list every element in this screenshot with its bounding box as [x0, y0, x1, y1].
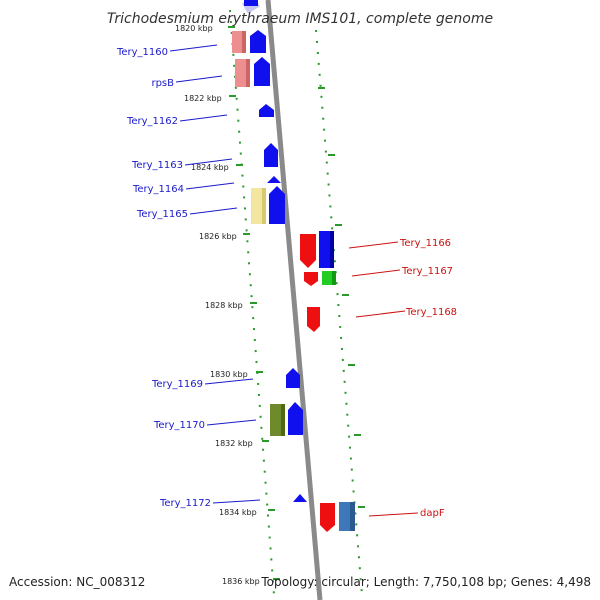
- scale-tick-label: 1826 kbp: [199, 232, 237, 241]
- gene-label-tery-1167: Tery_1167: [401, 266, 453, 277]
- forward-leaders: [169, 44, 261, 504]
- gene-label-tery-1169: Tery_1169: [151, 379, 203, 390]
- gene-arrow-forward: [259, 104, 274, 117]
- feature-box-shade: [330, 231, 334, 268]
- gene-arrow-forward: [250, 30, 266, 53]
- gene-label-dapf: dapF: [420, 508, 445, 519]
- gene-label-tery-1165: Tery_1165: [136, 209, 188, 220]
- feature-box-shade: [281, 404, 285, 436]
- scale-tick-label: 1834 kbp: [219, 508, 257, 517]
- scale-tick-label: 1828 kbp: [205, 301, 243, 310]
- gene-leader-line: [169, 44, 218, 52]
- reverse-leaders: [348, 241, 419, 517]
- scale-tick-label: 1830 kbp: [210, 370, 248, 379]
- gene-arrow-reverse: [304, 272, 318, 286]
- gene-leader-line: [184, 158, 233, 166]
- gene-label-rpsb: rpsB: [151, 78, 174, 89]
- gene-arrow-forward: [293, 494, 307, 502]
- genome-backbone: [265, 0, 323, 600]
- gene-label-tery-1164: Tery_1164: [132, 184, 184, 195]
- gene-arrow-forward: [288, 402, 303, 435]
- gene-label-tery-1162: Tery_1162: [126, 116, 178, 127]
- gene-leader-line: [175, 75, 223, 83]
- gene-leader-line: [348, 241, 399, 249]
- gene-leader-line: [185, 182, 235, 190]
- gene-arrow-forward: [254, 57, 270, 86]
- gene-label-tery-1163: Tery_1163: [131, 160, 183, 171]
- gene-leader-line: [351, 269, 401, 277]
- gene-arrow-reverse: [320, 503, 335, 532]
- genome-summary-text: Topology: circular; Length: 7,750,108 bp…: [260, 575, 591, 589]
- reverse-features: [300, 231, 355, 532]
- gene-arrow-forward: [264, 143, 278, 167]
- gene-arrow-forward: [286, 368, 300, 388]
- gene-leader-line: [206, 419, 257, 426]
- gene-leader-line: [368, 512, 419, 517]
- scale-ticks: [228, 26, 365, 580]
- gene-label-tery-1168: Tery_1168: [405, 307, 457, 318]
- gene-label-tery-1172: Tery_1172: [159, 498, 211, 509]
- gene-arrow-forward: [267, 176, 281, 183]
- map-title: Trichodesmium erythraeum IMS101, complet…: [107, 11, 493, 27]
- gene-label-tery-1170: Tery_1170: [153, 420, 205, 431]
- gene-arrow-forward: [244, 0, 258, 6]
- forward-features: [232, 0, 307, 502]
- feature-box-shade: [246, 59, 250, 87]
- gene-leader-line: [204, 378, 254, 385]
- gene-leader-line: [189, 207, 238, 215]
- feature-box-shade: [242, 31, 246, 53]
- scale-tick-label: 1832 kbp: [215, 439, 253, 448]
- feature-box-shade: [262, 188, 266, 224]
- scale-tick-label: 1824 kbp: [191, 163, 229, 172]
- feature-box-shade: [350, 502, 355, 531]
- gene-leader-line: [179, 114, 228, 122]
- gene-leader-line: [212, 499, 261, 504]
- accession-text: Accession: NC_008312: [9, 575, 145, 589]
- feature-box-shade: [332, 271, 336, 285]
- gene-label-tery-1160: Tery_1160: [116, 47, 168, 58]
- scale-tick-label: 1836 kbp: [222, 577, 260, 586]
- gene-leader-line: [355, 310, 406, 318]
- gene-arrow-reverse: [300, 234, 316, 268]
- scale-tick-label: 1822 kbp: [184, 94, 222, 103]
- gene-arrow-reverse: [307, 307, 320, 332]
- gene-arrow-forward: [269, 186, 285, 224]
- scale-tick-label: 1820 kbp: [175, 24, 213, 33]
- gene-label-tery-1166: Tery_1166: [399, 238, 451, 249]
